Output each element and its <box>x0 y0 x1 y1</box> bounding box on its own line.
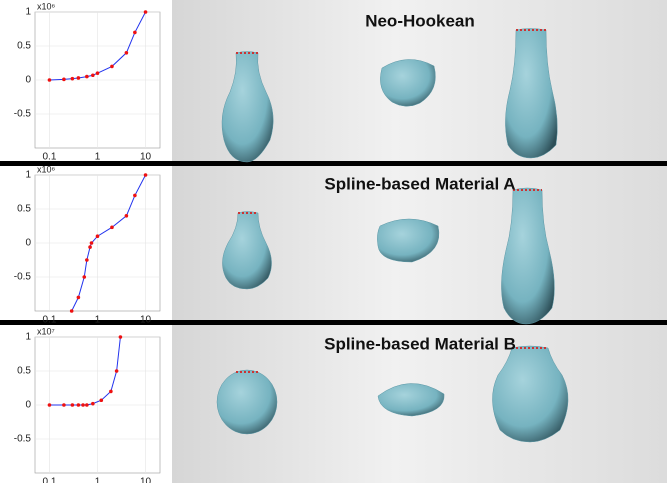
y-tick-label: 0 <box>25 238 31 249</box>
x-tick-label: 1 <box>95 477 101 483</box>
data-point <box>82 275 86 279</box>
y-scale-label: x10⁷ <box>37 326 55 336</box>
data-point <box>144 10 148 14</box>
x-tick-label: 1 <box>95 315 101 326</box>
x-tick-label: 10 <box>140 152 152 163</box>
data-point <box>125 214 129 218</box>
row-title: Spline-based Material B <box>324 334 516 353</box>
x-tick-label: 0.1 <box>43 315 57 326</box>
data-point <box>110 226 114 230</box>
data-point <box>91 73 95 77</box>
row-title: Spline-based Material A <box>324 174 515 193</box>
data-point <box>133 194 137 198</box>
y-tick-label: -0.5 <box>14 434 32 445</box>
data-point <box>96 234 100 238</box>
x-tick-label: 10 <box>140 315 152 326</box>
data-point <box>85 258 89 262</box>
data-point <box>125 51 129 55</box>
data-point <box>77 403 81 407</box>
data-point <box>144 173 148 177</box>
data-point <box>100 398 104 402</box>
data-point <box>85 403 89 407</box>
y-tick-label: 1 <box>25 332 31 343</box>
data-point <box>48 78 52 82</box>
y-tick-label: 1 <box>25 170 31 181</box>
data-point <box>96 71 100 75</box>
y-tick-label: 1 <box>25 7 31 18</box>
y-tick-label: 0 <box>25 75 31 86</box>
data-point <box>77 296 81 300</box>
data-point <box>90 241 94 245</box>
y-tick-label: 0 <box>25 400 31 411</box>
shape <box>217 370 277 434</box>
x-tick-label: 0.1 <box>43 152 57 163</box>
row-title: Neo-Hookean <box>365 11 475 30</box>
data-point <box>77 76 81 80</box>
data-point <box>48 403 52 407</box>
y-tick-label: 0.5 <box>17 366 31 377</box>
data-point <box>62 403 66 407</box>
data-point <box>81 403 85 407</box>
data-point <box>85 75 89 79</box>
y-tick-label: 0.5 <box>17 204 31 215</box>
y-tick-label: 0.5 <box>17 41 31 52</box>
x-tick-label: 1 <box>95 152 101 163</box>
y-tick-label: -0.5 <box>14 272 32 283</box>
x-tick-label: 10 <box>140 477 152 483</box>
data-point <box>71 403 75 407</box>
data-point <box>70 309 74 313</box>
data-point <box>91 402 95 406</box>
figure: Neo-Hookean Spline-based Material A Spli… <box>0 0 667 483</box>
y-scale-label: x10⁶ <box>37 1 56 11</box>
data-point <box>109 390 113 394</box>
data-point <box>71 77 75 81</box>
data-point <box>110 65 114 69</box>
data-point <box>119 335 123 339</box>
x-tick-label: 0.1 <box>43 477 57 483</box>
data-point <box>62 78 66 82</box>
data-point <box>133 31 137 35</box>
y-tick-label: -0.5 <box>14 109 32 120</box>
y-scale-label: x10⁶ <box>37 164 56 174</box>
data-point <box>115 369 119 373</box>
data-point <box>88 245 92 249</box>
